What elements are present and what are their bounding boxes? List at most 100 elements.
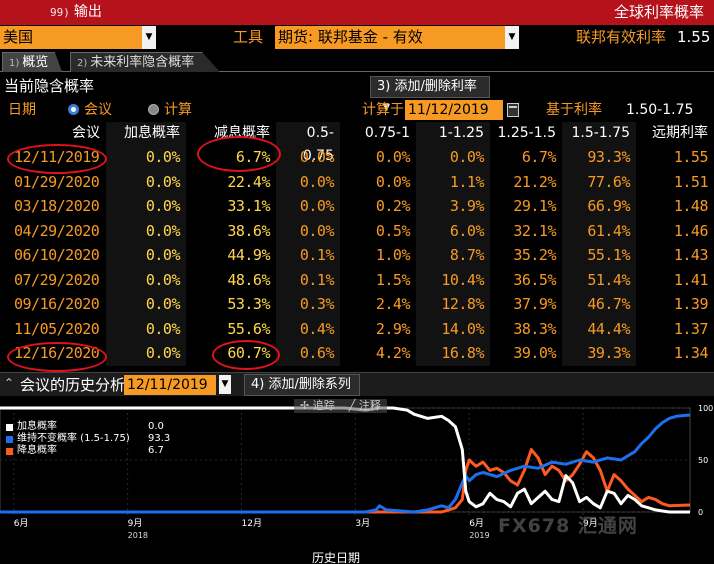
- table-row[interactable]: 12/16/2020 0.0% 60.7% 0.6% 4.2% 16.8% 39.0% 39.…: [0, 341, 714, 366]
- based-on-label: 基于利率: [546, 102, 602, 118]
- table-cell: 0.0%: [299, 197, 335, 215]
- legend-value: 0.0: [148, 421, 164, 432]
- history-date-input[interactable]: 12/11/2019: [124, 375, 216, 395]
- series-line: [0, 413, 691, 514]
- table-cell: 1.1%: [449, 172, 485, 191]
- legend-name: 加息概率: [17, 421, 57, 432]
- history-bar: ⌃ 会议的历史分析 12/11/2019 ▼ 4) 添加/删除系列▼: [0, 372, 714, 411]
- radio-meeting[interactable]: 会议: [68, 99, 112, 121]
- tab-future-rate-probability[interactable]: 2) 未来利率隐含概率: [70, 52, 220, 72]
- country-dropdown[interactable]: 美国 ▼: [0, 26, 156, 49]
- col-header[interactable]: 1-1.25: [438, 125, 484, 141]
- col-header[interactable]: 0.75-1: [364, 125, 410, 141]
- date-label: 日期: [8, 102, 36, 118]
- meeting-date-cell: 06/10/2020: [14, 246, 100, 264]
- window-title: 全球利率概率: [613, 3, 704, 21]
- calendar-icon[interactable]: [507, 103, 519, 117]
- table-cell: 0.0%: [145, 172, 181, 191]
- table-cell: 0.0%: [145, 319, 181, 338]
- legend-item[interactable]: 维持不变概率 (1.5-1.75) 93.3: [6, 433, 170, 445]
- history-chart: 100 50 0 6月 9月 12月 3月 6月 9月 2018 2019 ✢ 追踪 ╱ 注释 加息…: [0, 397, 714, 564]
- annotate-tool[interactable]: ╱ 注释: [348, 399, 381, 412]
- table-cell: 44.4%: [587, 319, 630, 338]
- column-bg: [276, 122, 340, 366]
- table-cell: 1.41: [673, 270, 709, 289]
- table-row[interactable]: 12/11/2019 0.0% 6.7% 0.0% 0.0% 0.0% 6.7% 93.3% 1…: [0, 145, 714, 170]
- tab-label: 概览: [22, 55, 49, 70]
- effective-rate-label: 联邦有效利率: [576, 28, 667, 46]
- chevron-down-icon[interactable]: ▼: [505, 26, 519, 49]
- table-cell: 0.0%: [449, 148, 485, 166]
- tab-number: 2): [77, 58, 88, 69]
- col-header[interactable]: 1.5-1.75: [571, 125, 631, 141]
- legend-item[interactable]: 加息概率 0.0: [6, 421, 164, 433]
- col-header[interactable]: 加息概率: [124, 125, 180, 141]
- table-header: 会议 加息概率 减息概率 0.5-0.75 0.75-1 1-1.25 1.25…: [0, 122, 714, 164]
- table-cell: 1.37: [673, 319, 709, 338]
- table-cell: 46.7%: [587, 295, 630, 313]
- tab-overview[interactable]: 1) 概览: [2, 52, 62, 72]
- table-cell: 29.1%: [513, 197, 556, 215]
- table-row[interactable]: 01/29/2020 0.0% 22.4% 0.0% 0.0% 1.1% 21.2% 77.6…: [0, 170, 714, 195]
- table-cell: 2.9%: [375, 319, 411, 338]
- table-cell: 10.4%: [441, 270, 484, 289]
- instrument-dropdown[interactable]: 期货: 联邦基金 - 有效 ▼: [275, 26, 519, 49]
- chevron-down-icon: ▼: [383, 103, 390, 113]
- col-header[interactable]: 1.25-1.5: [497, 125, 557, 141]
- chevron-down-icon[interactable]: ▼: [219, 375, 231, 394]
- calc-date-input[interactable]: 11/12/2019: [405, 100, 503, 120]
- x-year-label: 2018: [128, 531, 148, 540]
- table-cell: 0.5%: [375, 221, 411, 240]
- highlight-circle: [7, 144, 107, 174]
- table-cell: 93.3%: [587, 148, 630, 166]
- radio-calc[interactable]: 计算: [148, 99, 192, 121]
- based-on-value: 1.50-1.75: [626, 102, 694, 118]
- x-tick-label: 6月: [14, 518, 29, 529]
- col-header[interactable]: 会议: [72, 125, 100, 141]
- x-tick-label: 6月: [469, 518, 484, 529]
- col-header[interactable]: 远期利率: [652, 125, 708, 141]
- add-remove-rate-button[interactable]: 3) 添加/删除利率 ▼: [370, 76, 490, 113]
- table-cell: 51.4%: [587, 270, 630, 289]
- table-cell: 0.0%: [145, 221, 181, 240]
- output-menu[interactable]: 99) 输出: [44, 2, 108, 22]
- table-row[interactable]: 07/29/2020 0.0% 48.6% 0.1% 1.5% 10.4% 36.5% 51.…: [0, 268, 714, 293]
- watermark: FX678 汇通网: [498, 515, 638, 537]
- table-row[interactable]: 04/29/2020 0.0% 38.6% 0.0% 0.5% 6.0% 32.1% 61.4…: [0, 219, 714, 244]
- table-cell: 38.6%: [227, 221, 270, 240]
- x-tick-label: 9月: [583, 518, 598, 529]
- x-axis-title: 历史日期: [312, 551, 361, 564]
- table-row[interactable]: 11/05/2020 0.0% 55.6% 0.4% 2.9% 14.0% 38.3% 44.…: [0, 317, 714, 342]
- x-tick-label: 3月: [355, 518, 370, 529]
- chevron-down-icon[interactable]: ▼: [142, 26, 156, 49]
- table-cell: 12.8%: [441, 295, 484, 313]
- add-remove-rate-label: 3) 添加/删除利率: [377, 79, 477, 94]
- table-cell: 16.8%: [441, 344, 484, 362]
- collapse-icon[interactable]: ⌃: [4, 376, 15, 390]
- legend-swatch: [6, 424, 13, 431]
- table-cell: 2.4%: [375, 295, 411, 313]
- table-cell: 14.0%: [441, 319, 484, 338]
- table-row[interactable]: 03/18/2020 0.0% 33.1% 0.0% 0.2% 3.9% 29.1% 66.9…: [0, 194, 714, 219]
- table-cell: 36.5%: [513, 270, 556, 289]
- table-cell: 6.7%: [521, 148, 557, 166]
- history-title: 会议的历史分析: [20, 376, 126, 394]
- table-cell: 0.0%: [145, 148, 181, 166]
- series-line: [0, 406, 690, 514]
- table-row[interactable]: 09/16/2020 0.0% 53.3% 0.3% 2.4% 12.8% 37.9% 46.…: [0, 292, 714, 317]
- table-cell: 0.0%: [299, 172, 335, 191]
- tab-label: 未来利率隐含概率: [90, 55, 195, 70]
- table-cell: 22.4%: [227, 172, 270, 191]
- table-cell: 39.3%: [587, 344, 630, 362]
- table-row[interactable]: 06/10/2020 0.0% 44.9% 0.1% 1.0% 8.7% 35.2% 55.1…: [0, 243, 714, 268]
- table-cell: 35.2%: [513, 246, 556, 264]
- col-header[interactable]: 0.5-0.75: [302, 125, 334, 164]
- table-cell: 0.0%: [299, 221, 335, 240]
- table-cell: 1.39: [673, 295, 709, 313]
- effective-rate-value: 1.55: [677, 28, 711, 46]
- add-remove-series-button[interactable]: 4) 添加/删除系列▼: [244, 374, 360, 411]
- track-tool[interactable]: ✢ 追踪: [300, 399, 335, 412]
- radio-calc-label: 计算: [164, 102, 192, 118]
- legend-item[interactable]: 降息概率 6.7: [6, 445, 164, 457]
- legend-name: 降息概率: [17, 445, 57, 456]
